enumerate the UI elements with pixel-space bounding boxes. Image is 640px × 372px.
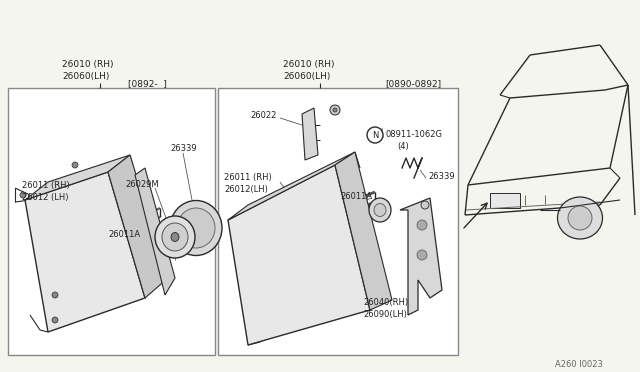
Polygon shape xyxy=(302,108,318,160)
Text: 26011 (RH): 26011 (RH) xyxy=(224,173,272,182)
Circle shape xyxy=(421,201,429,209)
Ellipse shape xyxy=(171,232,179,241)
Ellipse shape xyxy=(155,216,195,258)
Text: [0890-0892]: [0890-0892] xyxy=(385,79,441,88)
Text: 26029M: 26029M xyxy=(125,180,159,189)
Text: (4): (4) xyxy=(397,142,409,151)
Text: 26060(LH): 26060(LH) xyxy=(283,72,330,81)
Circle shape xyxy=(417,220,427,230)
Ellipse shape xyxy=(369,198,391,222)
Polygon shape xyxy=(25,172,145,332)
Polygon shape xyxy=(400,198,442,315)
Text: 26022: 26022 xyxy=(250,111,276,120)
Text: 26040(RH): 26040(RH) xyxy=(363,298,408,307)
Text: 26012(LH): 26012(LH) xyxy=(224,185,268,194)
Ellipse shape xyxy=(177,208,215,248)
Circle shape xyxy=(52,292,58,298)
Text: 26339: 26339 xyxy=(428,172,454,181)
Polygon shape xyxy=(108,155,168,298)
Polygon shape xyxy=(25,155,130,200)
Text: 26060(LH): 26060(LH) xyxy=(62,72,109,81)
Circle shape xyxy=(333,108,337,112)
Text: A260 I0023: A260 I0023 xyxy=(555,360,603,369)
Bar xyxy=(8,88,215,355)
Circle shape xyxy=(417,250,427,260)
Text: 26011A: 26011A xyxy=(108,230,140,239)
Ellipse shape xyxy=(162,223,188,251)
Text: 08911-1062G: 08911-1062G xyxy=(385,130,442,139)
Text: 26011A: 26011A xyxy=(340,192,372,201)
Text: 26339: 26339 xyxy=(170,144,196,153)
Polygon shape xyxy=(228,165,370,345)
Circle shape xyxy=(330,105,340,115)
Polygon shape xyxy=(228,152,355,220)
Circle shape xyxy=(367,127,383,143)
Circle shape xyxy=(20,192,26,198)
Ellipse shape xyxy=(557,197,602,239)
Text: 26090(LH): 26090(LH) xyxy=(363,310,407,319)
Bar xyxy=(218,88,458,355)
Polygon shape xyxy=(135,168,175,295)
Ellipse shape xyxy=(170,201,222,256)
Text: 26011 (RH): 26011 (RH) xyxy=(22,181,70,190)
Text: 26010 (RH): 26010 (RH) xyxy=(62,60,113,69)
Circle shape xyxy=(52,317,58,323)
Text: 26010 (RH): 26010 (RH) xyxy=(283,60,335,69)
Circle shape xyxy=(568,206,592,230)
Text: 26012 (LH): 26012 (LH) xyxy=(22,193,68,202)
Text: [0892-  ]: [0892- ] xyxy=(128,79,167,88)
Text: N: N xyxy=(372,131,378,140)
Polygon shape xyxy=(335,152,392,310)
Circle shape xyxy=(72,162,78,168)
Bar xyxy=(490,193,520,208)
Ellipse shape xyxy=(374,203,386,217)
